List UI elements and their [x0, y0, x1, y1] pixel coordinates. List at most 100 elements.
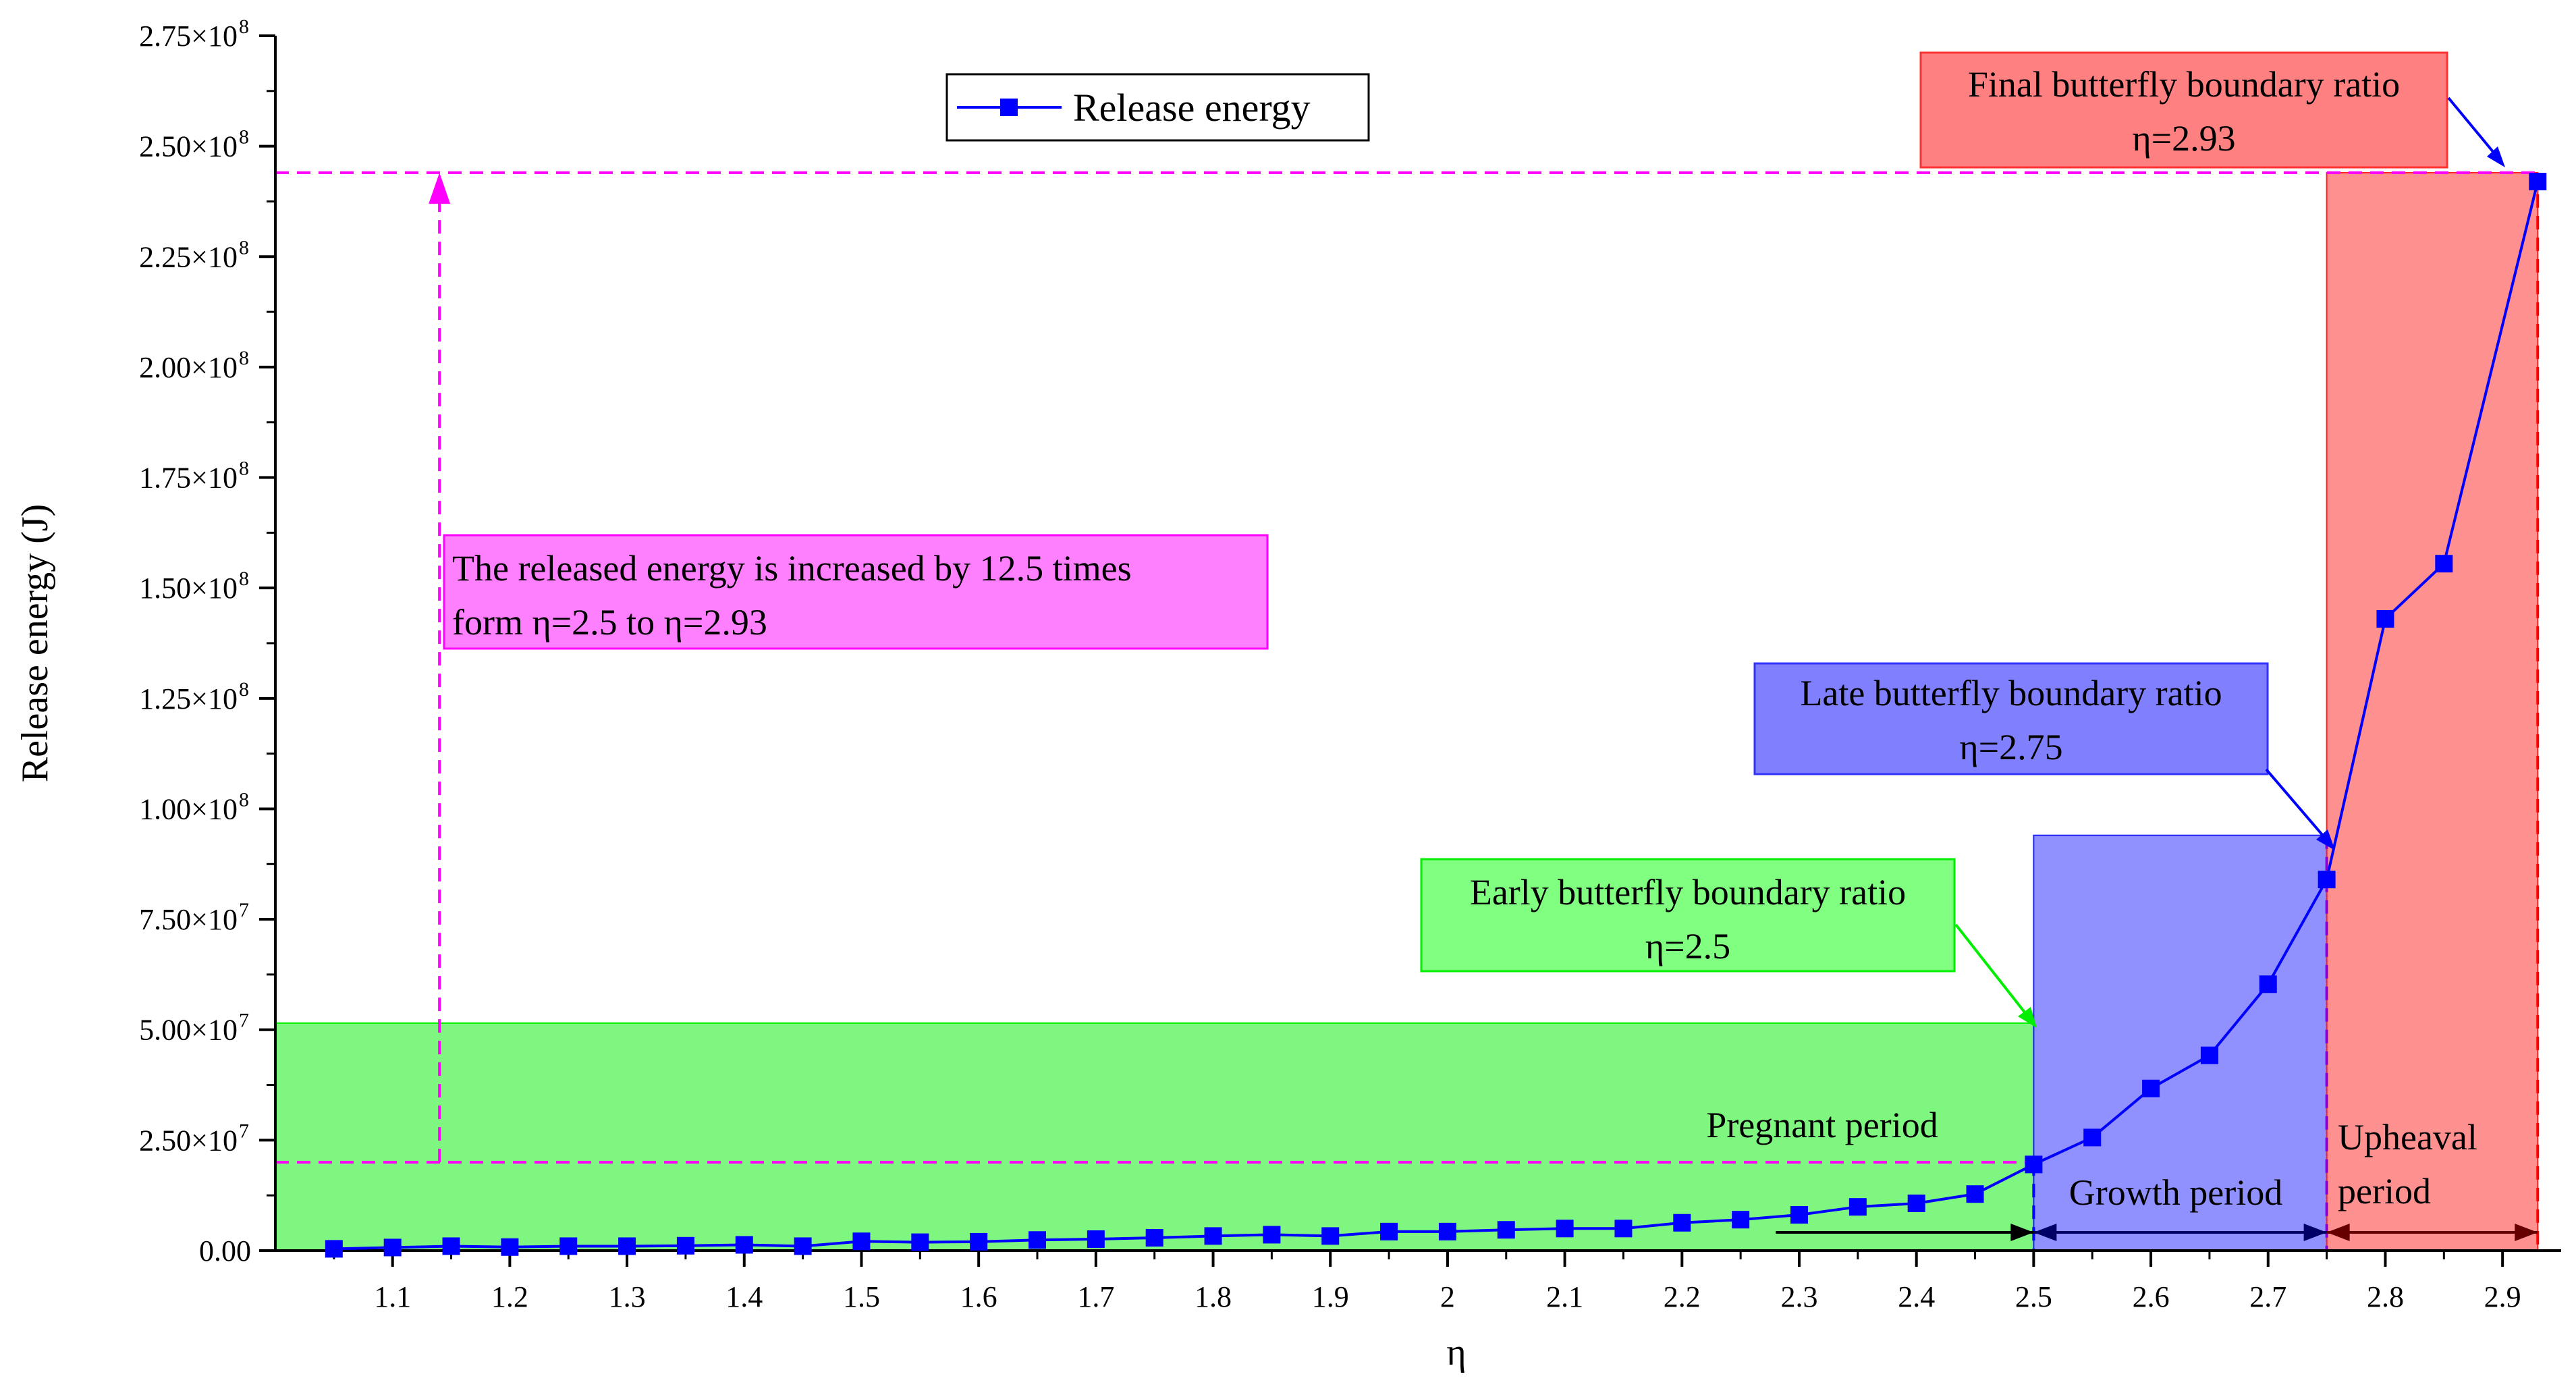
early-annotation-line1: Early butterfly boundary ratio [1470, 872, 1906, 912]
data-point [2142, 1079, 2160, 1097]
early-arrow-head [2018, 1007, 2037, 1028]
x-tick-label: 1.7 [1077, 1280, 1114, 1313]
data-point [325, 1240, 343, 1258]
late-annotation-box [1753, 662, 2269, 775]
data-point [1907, 1194, 1925, 1212]
data-point [1848, 1198, 1867, 1216]
series-line [333, 181, 2540, 1251]
data-point [970, 1232, 988, 1251]
data-point [2318, 871, 2336, 889]
x-tick-label: 1.1 [374, 1280, 411, 1313]
x-tick-label: 2 [1440, 1280, 1455, 1313]
final-annotation-box [1919, 51, 2448, 169]
x-tick-label: 1.6 [960, 1280, 997, 1313]
upheaval-period-arrow-head-left [2326, 1224, 2350, 1241]
data-point [911, 1233, 929, 1251]
legend-marker [1000, 99, 1018, 116]
y-tick-label: 2.50×10 [139, 1124, 238, 1157]
data-point [1790, 1205, 1808, 1224]
data-point [1087, 1230, 1105, 1248]
late-boundary-annotation: Late butterfly boundary ratio η=2.75 [1753, 662, 2335, 850]
data-point [794, 1237, 812, 1255]
x-axis-title: η [1446, 1332, 1466, 1373]
data-point [1204, 1227, 1222, 1245]
data-point [1321, 1227, 1340, 1245]
data-point [1614, 1220, 1633, 1238]
late-annotation-arrow [2265, 768, 2328, 842]
data-point [1497, 1221, 1515, 1239]
data-point [442, 1237, 460, 1255]
y-tick-exponent: 7 [239, 1010, 249, 1032]
period-arrows [1776, 1224, 2538, 1241]
x-tick-label: 2.4 [1898, 1280, 1935, 1313]
data-point [2259, 975, 2277, 993]
x-tick-label: 1.4 [725, 1280, 763, 1313]
final-annotation-arrow [2447, 97, 2498, 158]
late-annotation-line1: Late butterfly boundary ratio [1800, 673, 2222, 713]
final-annotation-line1: Final butterfly boundary ratio [1968, 64, 2400, 105]
y-tick-exponent: 8 [239, 16, 249, 38]
pregnant-period-arrow-head-right [2010, 1224, 2034, 1241]
x-tick-label: 1.2 [491, 1280, 528, 1313]
period-regions [275, 171, 2539, 1252]
data-point [383, 1238, 402, 1257]
growth-period-arrow-head-right [2303, 1224, 2327, 1241]
region-upheaval [2326, 171, 2539, 1252]
x-tick-label: 2.1 [1546, 1280, 1583, 1313]
early-annotation-box [1420, 858, 1956, 973]
legend: Release energy [946, 73, 1370, 142]
data-point [501, 1238, 519, 1256]
y-tick-label: 1.00×10 [139, 792, 238, 825]
data-point [1673, 1213, 1691, 1232]
early-annotation-arrow [1954, 923, 2031, 1020]
x-tick-label: 1.3 [609, 1280, 646, 1313]
y-tick-label: 2.75×10 [139, 20, 238, 53]
y-tick-label: 0.00 [199, 1234, 251, 1267]
upheaval-period-label-line2: period [2338, 1171, 2431, 1211]
x-tick-label: 1.8 [1195, 1280, 1232, 1313]
data-point [2025, 1155, 2043, 1174]
data-point [2529, 173, 2547, 190]
data-point [2083, 1128, 2102, 1147]
x-tick-label: 2.5 [2015, 1280, 2052, 1313]
early-annotation-line2: η=2.5 [1645, 926, 1730, 966]
data-point [1380, 1222, 1398, 1240]
y-tick-exponent: 8 [239, 236, 249, 258]
y-tick-exponent: 7 [239, 899, 249, 921]
data-point [2435, 555, 2453, 573]
y-tick-label: 1.75×10 [139, 462, 238, 495]
x-tick-label: 1.5 [843, 1280, 880, 1313]
x-tick-label: 2.3 [1781, 1280, 1818, 1313]
late-annotation-line2: η=2.75 [1959, 727, 2062, 767]
y-tick-exponent: 8 [239, 568, 249, 590]
released-annotation-line1: The released energy is increased by 12.5… [452, 548, 1132, 589]
data-point [1263, 1226, 1281, 1244]
data-point [2376, 610, 2394, 628]
legend-label: Release energy [1073, 86, 1311, 130]
data-point [1732, 1211, 1750, 1229]
released-energy-annotation: The released energy is increased by 12.5… [443, 534, 1269, 650]
y-tick-exponent: 7 [239, 1120, 249, 1142]
data-point [852, 1232, 871, 1251]
y-tick-exponent: 8 [239, 678, 249, 701]
y-tick-label: 2.25×10 [139, 240, 238, 273]
x-tick-label: 2.8 [2367, 1280, 2404, 1313]
data-point [618, 1237, 636, 1255]
region-growth [2033, 834, 2328, 1251]
x-tick-label: 2.6 [2133, 1280, 2170, 1313]
data-point [559, 1237, 578, 1255]
y-tick-exponent: 8 [239, 788, 249, 811]
final-annotation-line2: η=2.93 [2132, 118, 2235, 159]
y-axis-title: Release energy (J) [14, 504, 56, 783]
data-point [1029, 1231, 1046, 1249]
y-tick-label: 5.00×10 [139, 1014, 238, 1047]
reference-lines [275, 171, 2540, 1251]
final-boundary-annotation: Final butterfly boundary ratio η=2.93 [1919, 51, 2505, 169]
growth-period-label: Growth period [2069, 1172, 2282, 1213]
early-boundary-annotation: Early butterfly boundary ratio η=2.5 [1420, 858, 2037, 1028]
y-tick-label: 2.00×10 [139, 351, 238, 384]
ref-arrow-head [429, 172, 451, 204]
data-point [1145, 1229, 1163, 1247]
growth-period-arrow-head-left [2033, 1224, 2057, 1241]
